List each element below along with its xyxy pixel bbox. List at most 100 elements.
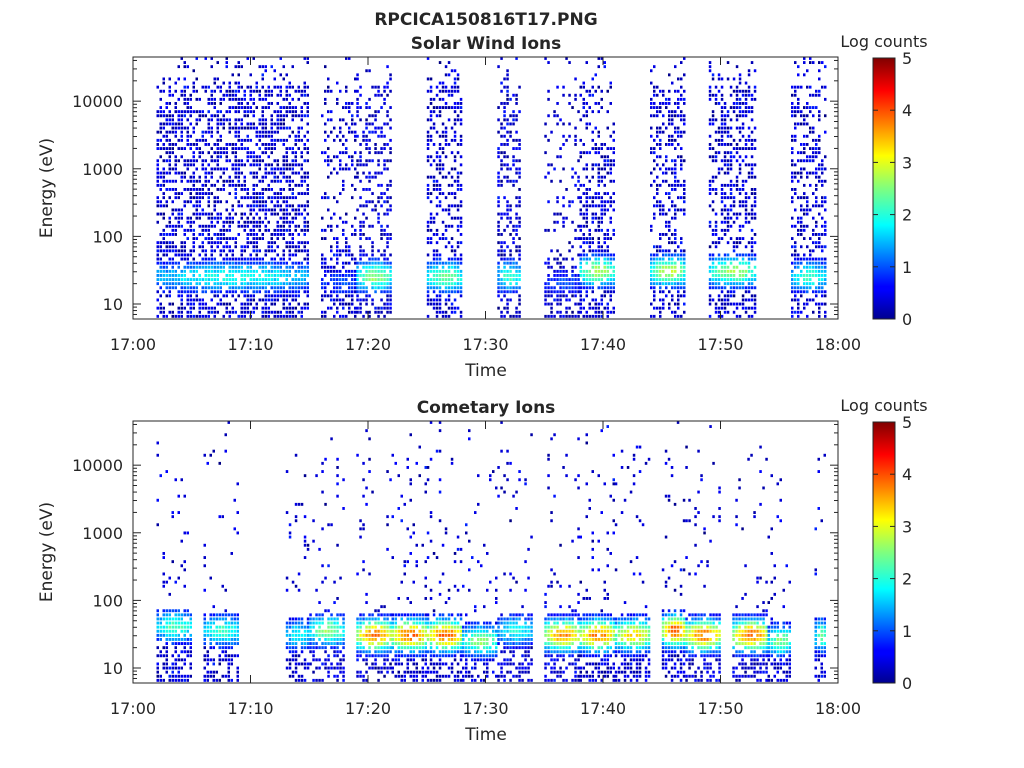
spectrogram-cell <box>383 290 386 294</box>
spectrogram-cell <box>450 282 454 286</box>
spectrogram-cell <box>512 261 515 265</box>
spectrogram-cell <box>356 97 359 101</box>
spectrogram-cell <box>267 220 270 224</box>
spectrogram-cell <box>168 286 171 290</box>
spectrogram-cell <box>497 290 500 294</box>
spectrogram-cell <box>659 212 662 216</box>
spectrogram-cell <box>456 278 460 281</box>
spectrogram-cell <box>285 282 288 286</box>
spectrogram-cell <box>183 93 186 97</box>
spectrogram-cell <box>168 130 171 134</box>
spectrogram-cell <box>294 114 297 118</box>
spectrogram-cell <box>162 249 165 253</box>
spectrogram-cell <box>261 233 264 236</box>
spectrogram-cell <box>177 138 180 142</box>
spectrogram-cell <box>568 93 571 97</box>
spectrogram-cell <box>720 159 724 163</box>
spectrogram-cell <box>189 290 192 294</box>
spectrogram-cell <box>612 200 615 204</box>
spectrogram-cell <box>368 237 371 240</box>
spectrogram-cell <box>806 298 809 302</box>
spectrogram-cell <box>585 200 588 204</box>
spectrogram-cell <box>180 171 183 175</box>
spectrogram-cell <box>674 208 677 212</box>
spectrogram-cell <box>547 278 550 281</box>
spectrogram-cell <box>588 196 591 200</box>
spectrogram-cell <box>195 278 198 281</box>
spectrogram-cell <box>383 233 386 236</box>
spectrogram-cell <box>653 286 656 290</box>
spectrogram-cell <box>219 85 222 89</box>
spectrogram-cell <box>356 134 359 138</box>
spectrogram-cell <box>207 200 210 204</box>
spectrogram-cell <box>174 134 177 138</box>
spectrogram-cell <box>729 290 733 294</box>
spectrogram-cell <box>380 253 383 257</box>
spectrogram-cell <box>683 310 686 314</box>
spectrogram-cell <box>750 241 754 245</box>
spectrogram-cell <box>577 278 580 281</box>
spectrogram-cell <box>228 278 231 281</box>
spectrogram-cell <box>204 179 207 183</box>
spectrogram-cell <box>794 208 797 212</box>
spectrogram-cell <box>497 175 500 179</box>
spectrogram-cell <box>189 220 192 224</box>
spectrogram-cell <box>189 249 192 253</box>
spectrogram-cell <box>509 286 512 290</box>
spectrogram-cell <box>741 200 745 204</box>
spectrogram-cell <box>453 167 457 171</box>
spectrogram-cell <box>162 175 165 179</box>
spectrogram-cell <box>276 130 279 134</box>
spectrogram-cell <box>288 93 291 97</box>
spectrogram-cell <box>506 274 509 277</box>
spectrogram-cell <box>288 126 291 130</box>
spectrogram-cell <box>671 167 674 171</box>
spectrogram-cell <box>198 224 201 228</box>
spectrogram-cell <box>714 212 718 216</box>
spectrogram-cell <box>803 57 806 60</box>
spectrogram-cell <box>806 200 809 204</box>
spectrogram-cell <box>708 147 712 150</box>
spectrogram-cell <box>231 220 234 224</box>
spectrogram-cell <box>258 122 261 126</box>
spectrogram-cell <box>579 183 582 187</box>
spectrogram-cell <box>665 274 668 277</box>
spectrogram-cell <box>497 286 500 290</box>
spectrogram-cell <box>562 314 565 318</box>
spectrogram-cell <box>285 89 288 93</box>
spectrogram-cell <box>738 286 742 290</box>
spectrogram-cell <box>234 143 237 146</box>
spectrogram-cell <box>456 257 460 261</box>
spectrogram-cell <box>456 286 460 290</box>
spectrogram-cell <box>294 224 297 228</box>
spectrogram-cell <box>368 265 371 269</box>
spectrogram-cell <box>591 290 594 294</box>
spectrogram-cell <box>285 310 288 314</box>
spectrogram-cell <box>156 85 159 89</box>
spectrogram-cell <box>258 134 261 138</box>
spectrogram-cell <box>665 171 668 175</box>
spectrogram-cell <box>815 274 818 277</box>
spectrogram-cell <box>345 302 348 306</box>
spectrogram-cell <box>506 257 509 261</box>
spectrogram-cell <box>594 274 597 277</box>
spectrogram-cell <box>741 298 745 302</box>
spectrogram-cell <box>677 196 680 200</box>
spectrogram-cell <box>303 143 306 146</box>
spectrogram-cell <box>806 102 809 105</box>
spectrogram-cell <box>791 93 794 97</box>
spectrogram-cell <box>594 73 597 77</box>
spectrogram-cell <box>336 224 339 228</box>
spectrogram-cell <box>597 134 600 138</box>
spectrogram-cell <box>282 261 285 265</box>
spectrogram-cell <box>174 245 177 249</box>
spectrogram-cell <box>738 269 742 273</box>
spectrogram-cell <box>240 65 243 69</box>
spectrogram-cell <box>303 192 306 195</box>
spectrogram-cell <box>165 233 168 236</box>
spectrogram-cell <box>276 159 279 163</box>
spectrogram-cell <box>380 192 383 195</box>
spectrogram-cell <box>228 122 231 126</box>
spectrogram-cell <box>453 192 457 195</box>
